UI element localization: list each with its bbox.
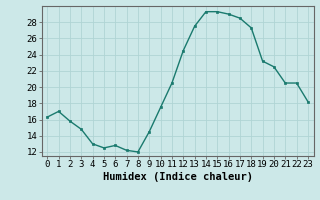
X-axis label: Humidex (Indice chaleur): Humidex (Indice chaleur) bbox=[103, 172, 252, 182]
